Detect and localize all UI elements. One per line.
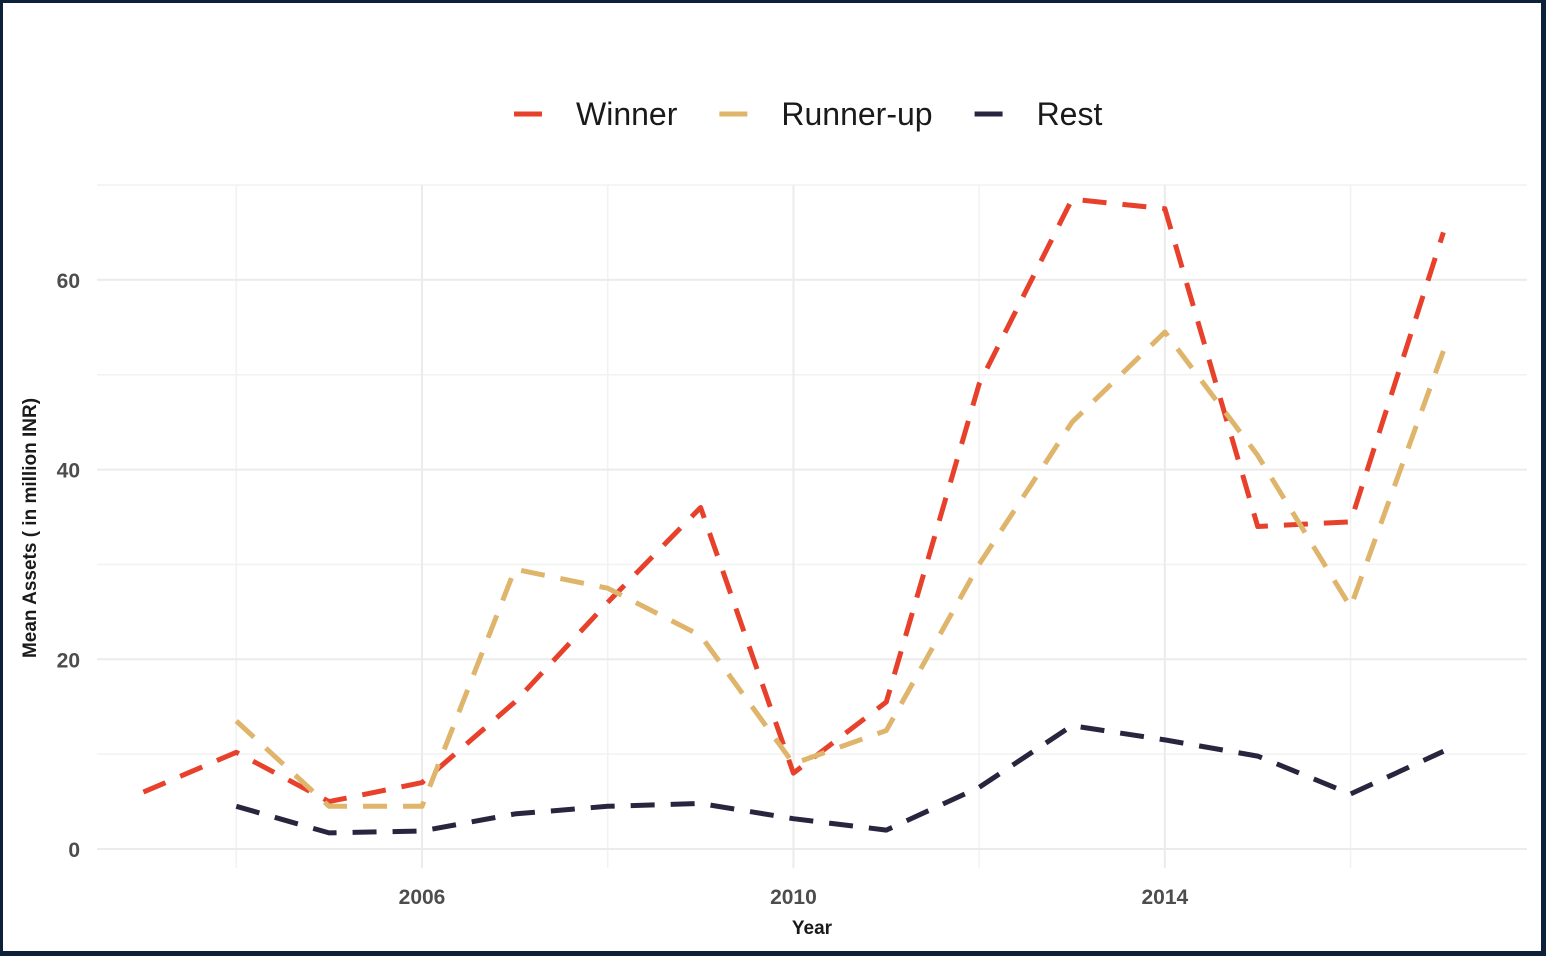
x-axis-title: Year <box>792 918 833 939</box>
legend-label-runner-up: Runner-up <box>781 96 932 132</box>
series-line-winner <box>142 196 1446 805</box>
legend-label-winner: Winner <box>576 96 678 132</box>
y-tick-label: 40 <box>57 460 80 483</box>
x-axis-ticks: 2006 2010 2014 <box>399 886 1189 909</box>
y-tick-label: 20 <box>57 649 80 672</box>
series-line-rest <box>235 723 1445 836</box>
legend: Winner Runner-up Rest <box>514 96 1102 132</box>
x-tick-label: 2014 <box>1141 886 1188 909</box>
y-tick-label: 60 <box>57 270 80 293</box>
x-tick-label: 2010 <box>770 886 817 909</box>
x-tick-label: 2006 <box>399 886 446 909</box>
series-line-runner-up <box>234 329 1446 809</box>
minor-gridlines <box>97 184 1527 868</box>
chart-panel <box>3 3 1541 951</box>
y-axis-title: Mean Assets ( in million INR) <box>20 398 41 658</box>
series-lines <box>142 196 1446 836</box>
y-axis-ticks: 0 20 40 60 <box>57 270 80 862</box>
y-tick-label: 0 <box>68 839 80 862</box>
legend-label-rest: Rest <box>1037 96 1103 132</box>
major-gridlines <box>97 185 1527 868</box>
